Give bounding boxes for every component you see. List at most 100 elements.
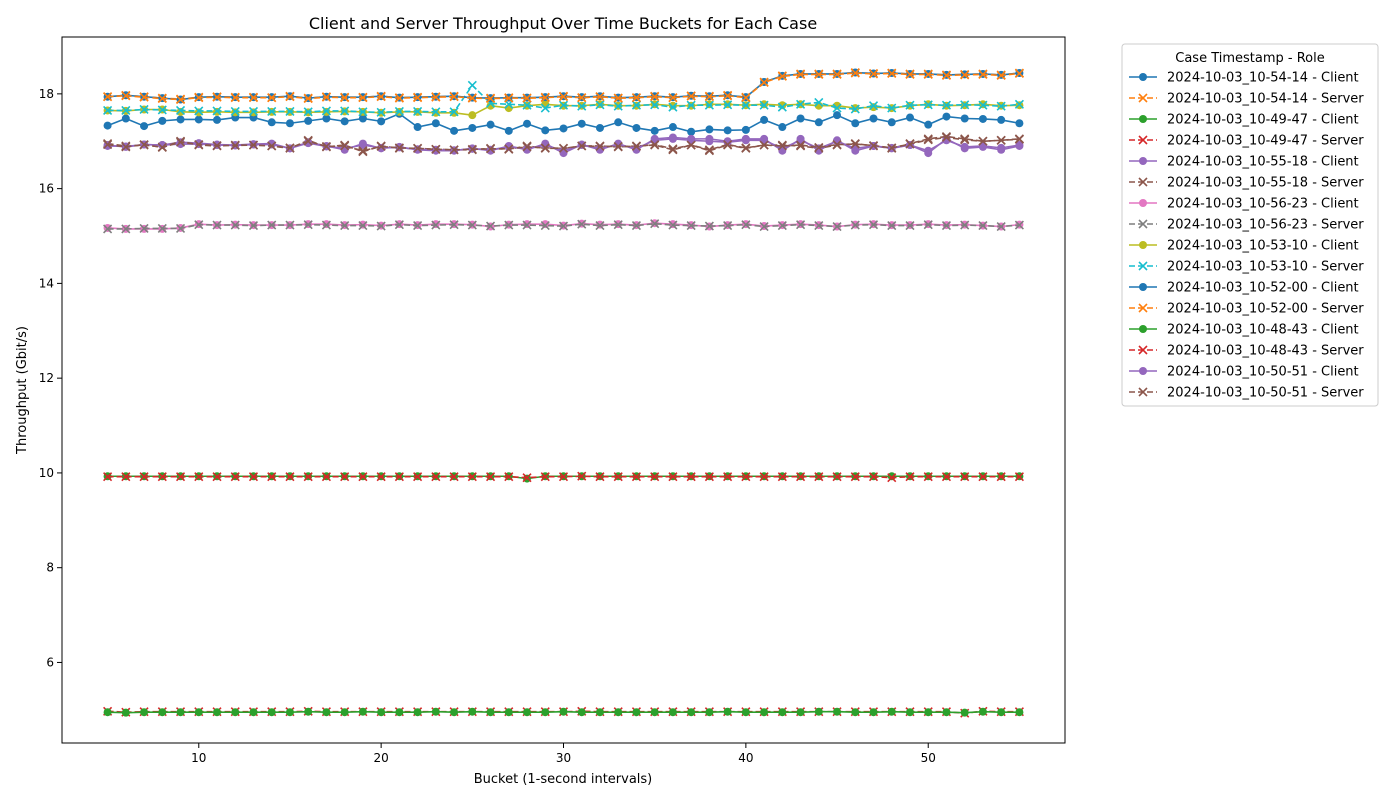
data-point (285, 472, 295, 482)
data-point (559, 707, 568, 716)
data-point (467, 93, 477, 103)
data-point (941, 472, 952, 482)
data-point (431, 220, 441, 230)
data-point (121, 472, 131, 482)
data-point (504, 220, 514, 230)
data-point (941, 132, 952, 143)
legend-label: 2024-10-03_10-52-00 - Server (1167, 302, 1364, 317)
data-point (103, 224, 113, 234)
data-point (540, 103, 550, 113)
data-point (632, 708, 641, 717)
data-point (321, 92, 331, 102)
data-point (504, 472, 514, 482)
legend-item: 2024-10-03_10-56-23 - Server (1129, 218, 1364, 233)
data-point (523, 119, 532, 128)
data-point (1139, 73, 1147, 81)
data-point (377, 117, 386, 126)
data-point (358, 93, 368, 103)
data-point (541, 126, 550, 135)
data-point (613, 472, 623, 482)
legend-label: 2024-10-03_10-50-51 - Client (1167, 365, 1359, 380)
data-point (595, 221, 605, 231)
data-point (522, 93, 532, 103)
data-point (686, 221, 696, 231)
data-point (759, 472, 769, 482)
data-point (468, 707, 477, 716)
data-point (796, 99, 806, 109)
data-point (358, 114, 367, 123)
data-point (723, 472, 733, 482)
data-point (686, 472, 696, 482)
data-point (103, 141, 112, 150)
series-line (107, 72, 1020, 101)
data-point (832, 69, 842, 79)
data-point (304, 707, 313, 716)
data-point (833, 707, 842, 716)
data-point (468, 123, 477, 132)
data-point (395, 708, 404, 717)
y-tick-label: 6 (46, 655, 54, 669)
y-tick-label: 8 (46, 561, 54, 575)
data-point (1015, 119, 1024, 128)
x-tick-label: 20 (373, 751, 388, 765)
data-point (139, 92, 149, 102)
data-point (194, 472, 204, 482)
data-point (376, 472, 386, 482)
data-point (905, 113, 914, 122)
data-point (358, 221, 368, 231)
data-point (467, 144, 477, 154)
data-point (613, 220, 623, 230)
data-point (686, 140, 696, 150)
data-point (413, 106, 423, 116)
data-point (541, 708, 550, 717)
data-point (449, 145, 459, 155)
legend-item: 2024-10-03_10-56-23 - Client (1129, 197, 1359, 212)
data-point (741, 93, 751, 103)
data-point (413, 93, 423, 103)
data-point (303, 220, 313, 230)
data-point (960, 100, 970, 110)
data-point (923, 135, 933, 145)
data-point (923, 69, 933, 79)
data-point (522, 473, 532, 483)
legend-label: 2024-10-03_10-56-23 - Server (1167, 218, 1364, 233)
data-point (1138, 135, 1148, 145)
data-point (868, 220, 879, 230)
data-point (267, 106, 277, 116)
data-point (924, 120, 933, 129)
data-point (960, 220, 970, 230)
data-point (868, 101, 879, 111)
data-point (175, 223, 186, 233)
data-point (139, 139, 149, 150)
data-point (522, 220, 532, 230)
data-point (887, 221, 897, 231)
data-point (230, 140, 240, 151)
series-0 (103, 109, 1024, 136)
data-point (103, 139, 113, 150)
data-point (121, 708, 130, 717)
data-point (1014, 220, 1024, 230)
data-point (431, 707, 440, 716)
data-point (394, 472, 404, 482)
chart-title: Client and Server Throughput Over Time B… (309, 14, 817, 33)
legend-label: 2024-10-03_10-53-10 - Server (1167, 260, 1364, 275)
data-point (139, 472, 149, 482)
data-point (741, 472, 751, 482)
data-point (1138, 303, 1148, 313)
data-point (413, 123, 422, 132)
legend-label: 2024-10-03_10-49-47 - Client (1167, 113, 1359, 128)
data-point (997, 115, 1006, 124)
data-point (850, 472, 860, 482)
data-point (668, 472, 678, 482)
data-point (449, 220, 459, 230)
data-point (485, 221, 496, 231)
data-point (997, 708, 1006, 717)
data-point (924, 708, 933, 717)
x-tick-label: 30 (556, 751, 571, 765)
data-point (541, 141, 550, 150)
data-point (978, 69, 988, 79)
data-point (212, 472, 222, 482)
data-point (868, 140, 879, 151)
data-point (376, 92, 386, 102)
data-point (1138, 93, 1148, 103)
